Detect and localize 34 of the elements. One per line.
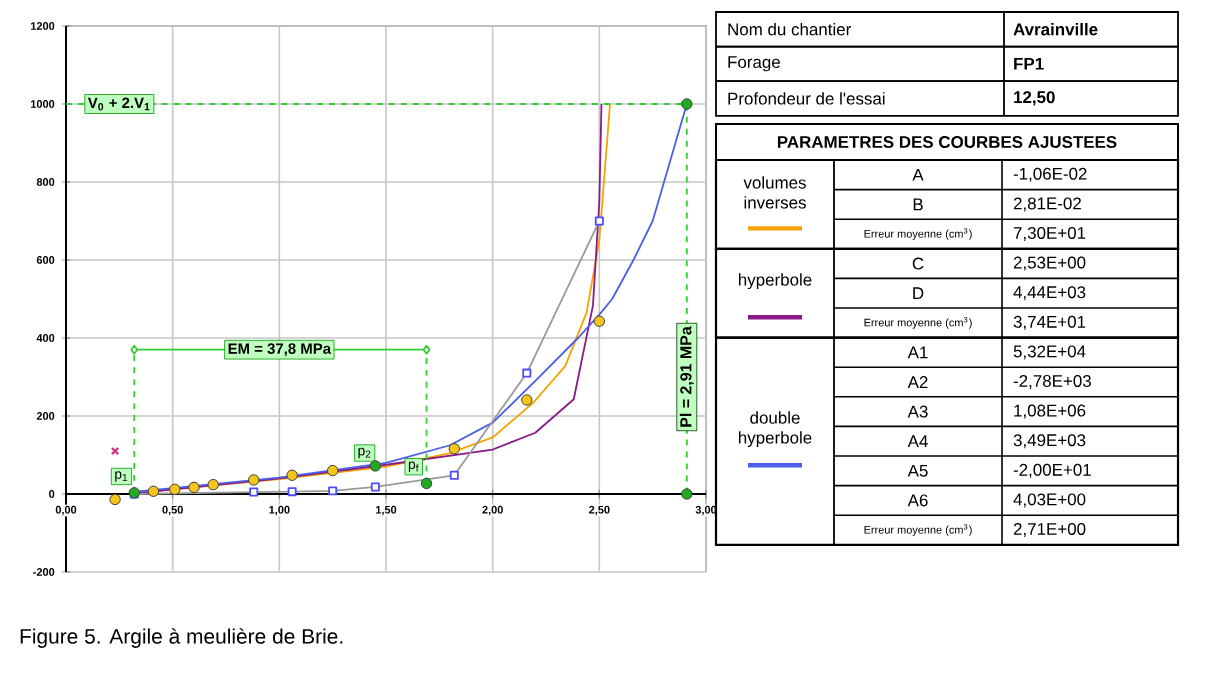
text: A5 bbox=[907, 464, 928, 477]
text: 3,74E+01 bbox=[1013, 315, 1086, 330]
caption: Figure 5. Argile à meulière de Brie. bbox=[20, 628, 343, 648]
text: 2,81E-02 bbox=[1013, 197, 1081, 212]
text: hyperbole bbox=[739, 273, 812, 290]
text: A6 bbox=[907, 494, 928, 507]
text: 12,50 bbox=[1014, 91, 1055, 106]
text: A bbox=[912, 168, 924, 181]
text: A3 bbox=[907, 405, 928, 418]
text: Nom du chantier bbox=[728, 22, 851, 36]
text: volumes inverses bbox=[743, 176, 806, 209]
text: PARAMETRES DES COURBES AJUSTEES bbox=[777, 136, 1117, 148]
text: 2,71E+00 bbox=[1013, 523, 1086, 537]
text: Avrainville bbox=[1013, 22, 1098, 36]
text: 3,49E+03 bbox=[1013, 434, 1086, 449]
text: -1,06E-02 bbox=[1013, 167, 1087, 182]
text: -2,00E+01 bbox=[1013, 463, 1091, 478]
text: 2,53E+00 bbox=[1013, 256, 1086, 271]
text: C bbox=[912, 257, 924, 270]
text: Forage bbox=[728, 56, 780, 72]
text: -2,78E+03 bbox=[1013, 375, 1091, 389]
text: FP1 bbox=[1014, 57, 1044, 70]
text: 4,03E+00 bbox=[1013, 493, 1086, 508]
text: 4,44E+03 bbox=[1013, 286, 1086, 301]
text: Profondeur de l'essai bbox=[728, 92, 885, 105]
text: A1 bbox=[907, 346, 928, 359]
text: 5,32E+04 bbox=[1013, 345, 1086, 360]
text: A4 bbox=[907, 435, 928, 448]
text: A2 bbox=[907, 376, 928, 388]
text: D bbox=[913, 287, 924, 300]
text: double hyperbole bbox=[739, 411, 812, 448]
text: B bbox=[913, 198, 923, 211]
text: 7,30E+01 bbox=[1013, 227, 1086, 241]
text: 1,08E+06 bbox=[1014, 404, 1086, 419]
